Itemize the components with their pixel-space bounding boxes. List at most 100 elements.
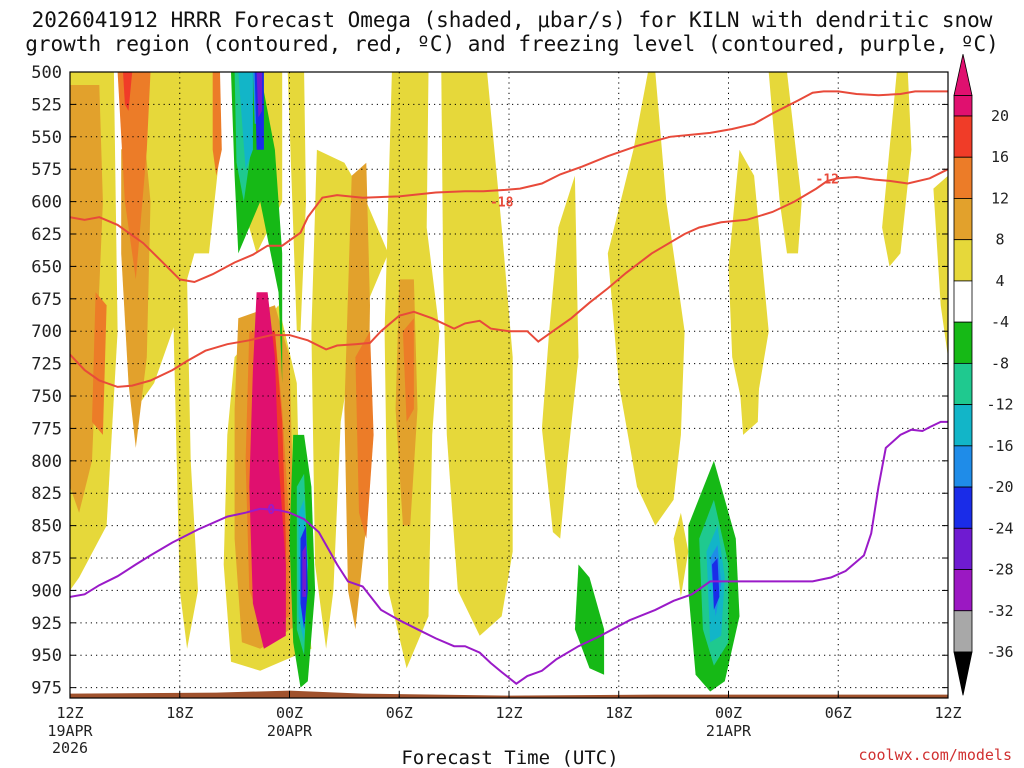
contour-layer: -18 -12 0: [70, 90, 948, 685]
colorbar-swatch-9: [953, 445, 973, 488]
colorbar-swatch-6: [953, 321, 973, 364]
omega-region-16: [673, 512, 689, 597]
ytick-label-825: 825: [31, 484, 62, 504]
omega-region-8: [441, 72, 513, 636]
ytick-label-800: 800: [31, 452, 62, 472]
omega-region-45: [712, 558, 720, 610]
colorbar-label-1: 16: [991, 148, 1009, 166]
ytick-label-500: 500: [31, 63, 62, 83]
omega-region-15: [933, 175, 948, 358]
freezing-level-contour: [70, 420, 948, 685]
ytick-label-925: 925: [31, 614, 62, 634]
ytick-label-950: 950: [31, 646, 62, 666]
title-line-1: 2026041912 HRRR Forecast Omega (shaded, …: [32, 8, 993, 32]
omega-region-46: [256, 72, 263, 118]
colorbar-label-6: -8: [991, 354, 1009, 372]
grid-layer: [69, 71, 949, 698]
omega-region-24: [212, 72, 222, 176]
colorbar-label-2: 12: [991, 189, 1009, 207]
ytick-label-725: 725: [31, 355, 62, 375]
omega-region-13: [768, 72, 802, 254]
colorbar-swatch-2: [953, 156, 973, 199]
colorbar-swatch-3: [953, 198, 973, 241]
colorbar-label-13: -36: [986, 643, 1013, 661]
colorbar-label-10: -24: [986, 519, 1013, 537]
omega-region-27: [402, 318, 414, 422]
y-axis-ticks: 500 525 550 575 600 625 650 675 700 725 750 775 800 8…: [31, 63, 948, 699]
ytick-label-850: 850: [31, 517, 62, 537]
omega-region-23: [92, 292, 107, 435]
xtick-label-2: 00Z: [276, 704, 303, 722]
ytick-label-550: 550: [31, 128, 62, 148]
colorbar-label-7: -12: [986, 396, 1013, 414]
colorbar-label-3: 8: [995, 231, 1004, 249]
ytick-label-875: 875: [31, 549, 62, 569]
xtick-sublabel-0-1: 2026: [52, 739, 88, 757]
omega-region-2: [172, 279, 198, 649]
xtick-label-7: 06Z: [825, 704, 852, 722]
xtick-sublabel-6-0: 21APR: [706, 722, 752, 740]
colorbar-swatch-12: [953, 569, 973, 612]
minus-12-contour: [70, 168, 948, 388]
omega-region-22: [117, 72, 151, 280]
xtick-label-0: 12Z: [56, 704, 83, 722]
ytick-label-575: 575: [31, 160, 62, 180]
omega-region-26: [355, 331, 374, 539]
omega-region-9: [541, 175, 579, 539]
xtick-label-8: 12Z: [934, 704, 961, 722]
omega-region-5: [287, 72, 306, 332]
ytick-label-650: 650: [31, 257, 62, 277]
colorbar-label-0: 20: [991, 107, 1009, 125]
title-line-2: growth region (contoured, red, ºC) and f…: [25, 32, 999, 56]
omega-region-30: [249, 292, 286, 649]
colorbar-top-arrow: [953, 54, 973, 96]
xtick-sublabel-0-0: 19APR: [47, 722, 93, 740]
colorbar-swatch-5: [953, 280, 973, 323]
colorbar-swatch-1: [953, 115, 973, 158]
freezing-level-contour-label: 0: [267, 503, 275, 518]
colorbar-bottom-arrow: [953, 651, 973, 696]
ytick-label-625: 625: [31, 225, 62, 245]
ytick-label-900: 900: [31, 581, 62, 601]
credit-text: coolwx.com/models: [858, 746, 1012, 764]
colorbar-label-8: -16: [986, 437, 1013, 455]
ytick-label-525: 525: [31, 95, 62, 115]
xtick-label-5: 18Z: [605, 704, 632, 722]
colorbar-label-5: -4: [991, 313, 1009, 331]
omega-region-1: [124, 72, 220, 409]
colorbar-swatch-13: [953, 610, 973, 653]
colorbar-label-9: -20: [986, 478, 1013, 496]
minus-18-contour-label: -18: [490, 196, 514, 211]
omega-shaded-layer: [70, 72, 948, 692]
colorbar-label-12: -32: [986, 602, 1013, 620]
ytick-label-675: 675: [31, 290, 62, 310]
ytick-label-700: 700: [31, 322, 62, 342]
x-axis-label: Forecast Time (UTC): [401, 747, 618, 768]
ytick-label-975: 975: [31, 679, 62, 699]
xtick-label-1: 18Z: [166, 704, 193, 722]
colorbar-swatch-8: [953, 404, 973, 447]
omega-region-47: [302, 545, 306, 597]
xtick-sublabel-2-0: 20APR: [267, 722, 313, 740]
omega-region-38: [238, 72, 253, 170]
colorbar-swatch-7: [953, 362, 973, 406]
xtick-label-6: 00Z: [715, 704, 742, 722]
colorbar-swatch-10: [953, 486, 973, 529]
minus-18-contour: [70, 90, 948, 284]
xtick-label-3: 06Z: [386, 704, 413, 722]
colorbar: 20 16 12 8 4 -4 -8 -12 -16 -20 -24 -28 -32 -36: [953, 54, 1014, 696]
xtick-label-4: 12Z: [495, 704, 522, 722]
minus-12-contour-label: -12: [816, 172, 839, 187]
colorbar-label-4: 4: [995, 272, 1004, 290]
ytick-label-750: 750: [31, 387, 62, 407]
colorbar-swatch-11: [953, 527, 973, 570]
omega-region-10: [607, 72, 685, 526]
colorbar-swatch-0: [953, 94, 973, 117]
chart-title: 2026041912 HRRR Forecast Omega (shaded, …: [25, 8, 999, 56]
omega-region-33: [574, 564, 605, 675]
colorbar-label-11: -28: [986, 561, 1013, 579]
omega-region-12: [735, 279, 762, 435]
ytick-label-600: 600: [31, 193, 62, 213]
